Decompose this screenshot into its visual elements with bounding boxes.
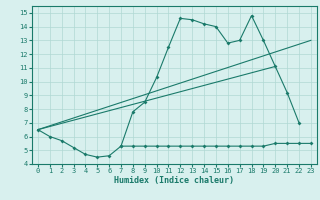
X-axis label: Humidex (Indice chaleur): Humidex (Indice chaleur) xyxy=(115,176,234,185)
